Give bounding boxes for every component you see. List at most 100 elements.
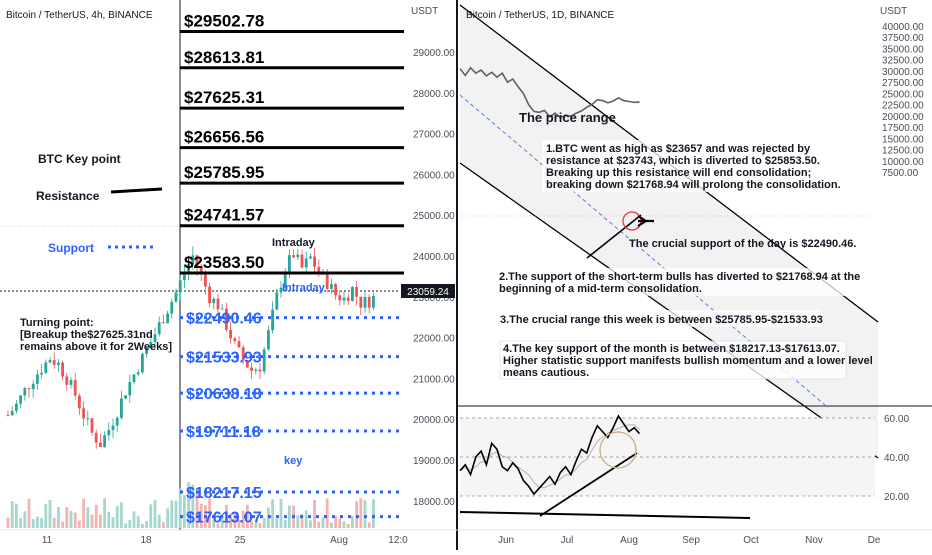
left-chart: Bitcoin / TetherUS, 4h, BINANCE USDT 290… bbox=[0, 0, 457, 546]
volume-bar bbox=[279, 498, 283, 528]
candle-body bbox=[166, 313, 169, 324]
right-y-tick: 27500.00 bbox=[882, 78, 924, 89]
volume-bar bbox=[372, 499, 375, 528]
turning-point-line-2: [Breakup the$27625.31nd bbox=[20, 329, 153, 341]
oscillator-y-tick: 20.00 bbox=[884, 492, 909, 503]
volume-bar bbox=[19, 517, 22, 528]
volume-bar bbox=[132, 511, 136, 528]
right-y-tick: 25000.00 bbox=[882, 89, 924, 100]
volume-bar bbox=[275, 518, 279, 528]
candle-body bbox=[246, 360, 249, 368]
note1-line-4: breaking down $21768.94 will prolong the… bbox=[546, 179, 841, 191]
left-y-tick: 23000.00 bbox=[413, 293, 455, 304]
candle-body bbox=[31, 383, 35, 390]
candle-body bbox=[237, 341, 241, 348]
candle-body bbox=[145, 348, 148, 354]
volume-bar bbox=[170, 500, 174, 528]
right-x-tick: De bbox=[868, 535, 881, 546]
note3-backdrop bbox=[496, 310, 822, 327]
volume-bar bbox=[40, 517, 43, 528]
right-price-line bbox=[459, 66, 640, 119]
volume-bar bbox=[23, 511, 27, 528]
candle-body bbox=[212, 298, 216, 304]
volume-bar bbox=[359, 498, 363, 528]
left-y-axis: 29000.00 28000.00 27000.00 26000.00 25000.00… bbox=[413, 48, 455, 508]
note3-text: 3.The crucial range this week is between… bbox=[500, 314, 823, 326]
volume-bar bbox=[187, 482, 190, 528]
candle-body bbox=[174, 292, 178, 302]
volume-bar bbox=[103, 498, 106, 528]
candle-body bbox=[65, 376, 69, 385]
volume-bar bbox=[10, 501, 14, 528]
last-price-badge bbox=[401, 284, 455, 298]
candle-body bbox=[128, 381, 132, 396]
volume-bar bbox=[246, 504, 249, 528]
candle-body bbox=[241, 347, 245, 361]
oscillator-highlight-circle bbox=[599, 431, 637, 469]
candle-body bbox=[170, 301, 174, 314]
volume-bar bbox=[183, 495, 186, 528]
candle-body bbox=[191, 255, 195, 265]
volume-bar bbox=[82, 498, 85, 528]
volume-bar bbox=[262, 517, 266, 528]
volume-bar bbox=[225, 504, 228, 528]
volume-bar bbox=[65, 507, 69, 528]
volume-bar bbox=[296, 515, 300, 528]
volume-bar bbox=[115, 505, 119, 528]
intraday-upper-label: Intraday bbox=[272, 237, 316, 249]
candle-body bbox=[225, 308, 228, 330]
support-level-label: $20638.18 bbox=[186, 386, 262, 403]
right-x-tick: Sep bbox=[682, 535, 700, 546]
candle-body bbox=[195, 255, 199, 268]
candle-body bbox=[48, 360, 52, 363]
candle-body bbox=[136, 372, 140, 375]
volume-bar bbox=[342, 521, 346, 528]
volume-bar bbox=[31, 519, 35, 528]
channel-fill bbox=[460, 5, 878, 458]
volume-bar bbox=[178, 488, 182, 528]
oscillator-y-tick: 60.00 bbox=[884, 414, 909, 425]
volume-bar bbox=[309, 520, 312, 528]
resistance-marker-line bbox=[110, 187, 163, 194]
resistance-level-label: $24741.57 bbox=[184, 206, 264, 225]
intraday-lower-label: Intraday bbox=[282, 282, 326, 294]
candle-body bbox=[15, 403, 18, 411]
resistance-level-label: $25785.95 bbox=[184, 163, 264, 182]
volume-bar bbox=[120, 502, 123, 528]
note2-line-2: beginning of a mid-term consolidation. bbox=[499, 283, 702, 295]
candle-body bbox=[141, 353, 144, 373]
volume-bar bbox=[199, 503, 203, 528]
volume-bar bbox=[52, 517, 56, 528]
volume-bar bbox=[141, 523, 144, 528]
candle-body bbox=[309, 256, 312, 259]
candle-body bbox=[271, 309, 274, 331]
volume-bar bbox=[6, 517, 10, 528]
turning-point-line-1: Turning point: bbox=[20, 317, 94, 329]
left-chart-title: Bitcoin / TetherUS, 4h, BINANCE bbox=[6, 10, 153, 21]
candle-body bbox=[82, 408, 85, 419]
candle-body bbox=[359, 296, 363, 308]
candle-body bbox=[233, 338, 237, 342]
note4-line-3: means cautious. bbox=[503, 367, 589, 379]
note2-backdrop bbox=[494, 268, 854, 296]
crucial-day-note: The crucial support of the day is $22490… bbox=[629, 238, 856, 250]
candle-body bbox=[363, 296, 367, 308]
candle-body bbox=[69, 380, 73, 385]
candle-body bbox=[372, 295, 375, 308]
candle-body bbox=[313, 256, 316, 267]
volume-bar bbox=[283, 519, 287, 528]
volume-bar bbox=[153, 499, 157, 528]
right-y-tick: 12500.00 bbox=[882, 146, 924, 157]
volume-bar bbox=[351, 516, 354, 528]
candle-body bbox=[103, 435, 106, 448]
right-y-tick: 15000.00 bbox=[882, 134, 924, 145]
right-y-tick: 30000.00 bbox=[882, 67, 924, 78]
candle-body bbox=[208, 286, 211, 304]
right-y-tick: 20000.00 bbox=[882, 112, 924, 123]
candle-body bbox=[292, 255, 295, 258]
candle-body bbox=[36, 374, 39, 384]
volume-bar bbox=[367, 522, 371, 528]
candle-body bbox=[351, 286, 354, 301]
volume-bar bbox=[157, 514, 161, 528]
candle-body bbox=[120, 398, 123, 418]
